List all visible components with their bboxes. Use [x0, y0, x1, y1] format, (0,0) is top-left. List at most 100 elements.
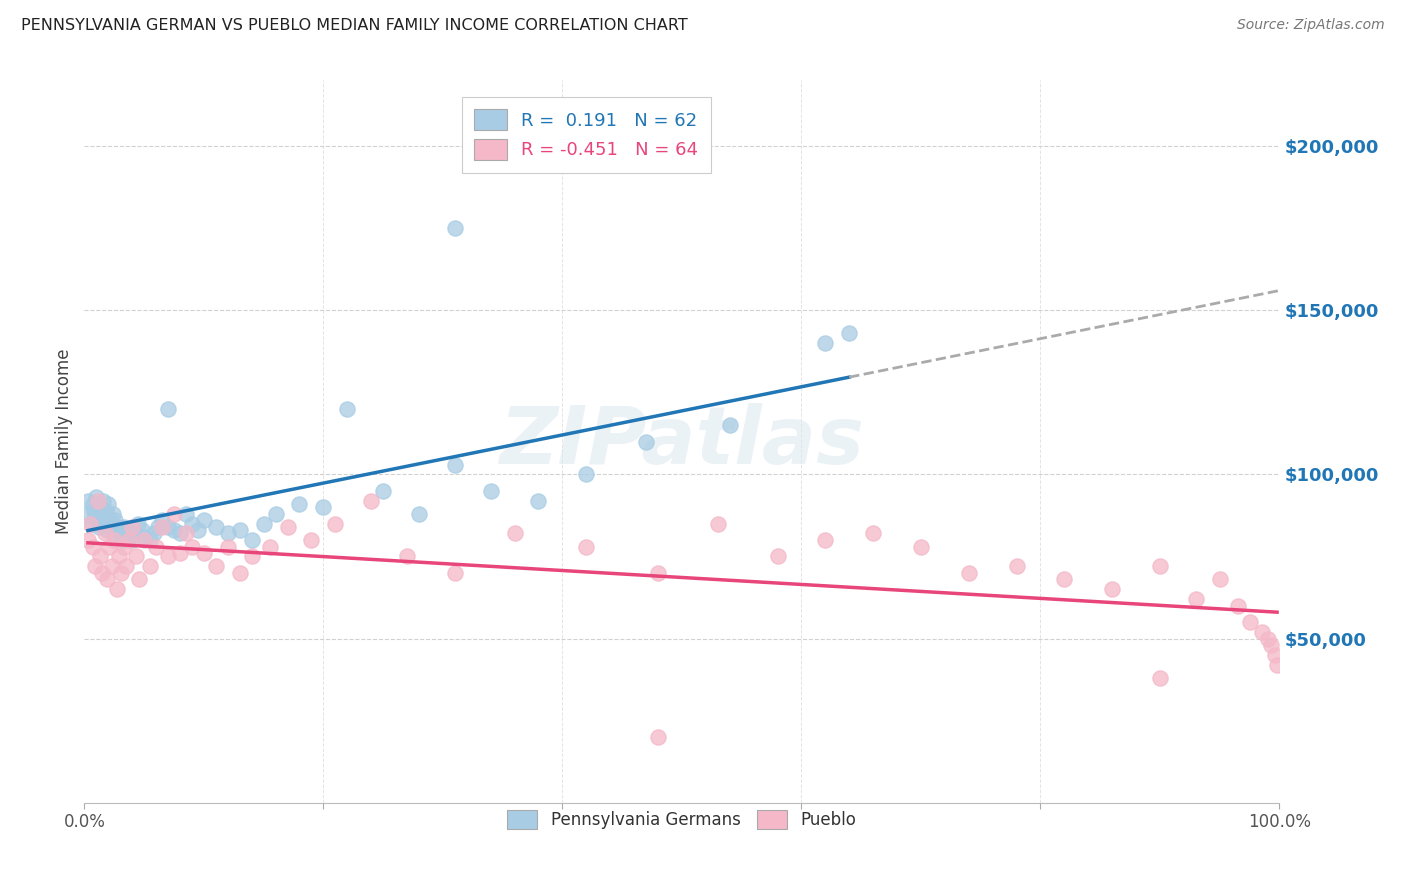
Point	[84, 559, 107, 574]
Point	[1053, 573, 1076, 587]
Legend: Pennsylvania Germans, Pueblo: Pennsylvania Germans, Pueblo	[499, 802, 865, 838]
Point	[336, 401, 359, 416]
Point	[217, 526, 239, 541]
Point	[1260, 638, 1282, 652]
Point	[157, 549, 180, 564]
Point	[1250, 625, 1272, 640]
Point	[229, 523, 252, 537]
Point	[1257, 632, 1279, 646]
Point	[84, 510, 107, 524]
Point	[575, 540, 598, 554]
Point	[1264, 648, 1286, 662]
Point	[86, 513, 108, 527]
Point	[373, 483, 395, 498]
Point	[205, 520, 228, 534]
Point	[766, 549, 789, 564]
Point	[93, 510, 115, 524]
Point	[89, 549, 111, 564]
Point	[169, 526, 191, 541]
Point	[91, 566, 114, 580]
Point	[444, 566, 467, 580]
Point	[814, 533, 837, 547]
Point	[115, 523, 138, 537]
Point	[636, 434, 658, 449]
Point	[131, 523, 153, 537]
Point	[479, 483, 502, 498]
Point	[240, 549, 263, 564]
Point	[647, 730, 669, 744]
Point	[98, 540, 121, 554]
Point	[110, 526, 132, 541]
Y-axis label: Median Family Income: Median Family Income	[55, 349, 73, 534]
Point	[79, 516, 101, 531]
Point	[181, 540, 204, 554]
Point	[1226, 599, 1249, 613]
Point	[111, 533, 134, 547]
Point	[80, 516, 103, 531]
Point	[148, 520, 170, 534]
Point	[145, 540, 167, 554]
Point	[110, 566, 132, 580]
Point	[77, 533, 100, 547]
Point	[575, 467, 598, 482]
Point	[217, 540, 239, 554]
Point	[100, 520, 122, 534]
Point	[1149, 559, 1171, 574]
Point	[124, 526, 146, 541]
Point	[396, 549, 419, 564]
Point	[96, 573, 118, 587]
Point	[139, 559, 162, 574]
Point	[814, 336, 837, 351]
Point	[957, 566, 980, 580]
Point	[187, 523, 209, 537]
Point	[121, 520, 143, 534]
Point	[163, 523, 186, 537]
Text: PENNSYLVANIA GERMAN VS PUEBLO MEDIAN FAMILY INCOME CORRELATION CHART: PENNSYLVANIA GERMAN VS PUEBLO MEDIAN FAM…	[21, 18, 688, 33]
Point	[264, 507, 287, 521]
Point	[503, 526, 526, 541]
Point	[112, 540, 135, 554]
Point	[79, 507, 101, 521]
Text: ZIPatlas: ZIPatlas	[499, 402, 865, 481]
Point	[259, 540, 281, 554]
Point	[103, 533, 125, 547]
Point	[104, 513, 127, 527]
Point	[707, 516, 730, 531]
Point	[90, 507, 112, 521]
Point	[301, 533, 323, 547]
Point	[288, 497, 311, 511]
Text: Source: ZipAtlas.com: Source: ZipAtlas.com	[1237, 18, 1385, 32]
Point	[89, 500, 111, 515]
Point	[101, 559, 124, 574]
Point	[94, 503, 117, 517]
Point	[174, 507, 197, 521]
Point	[229, 566, 252, 580]
Point	[1149, 671, 1171, 685]
Point	[205, 559, 228, 574]
Point	[125, 549, 148, 564]
Point	[128, 573, 150, 587]
Point	[838, 326, 860, 341]
Point	[718, 418, 741, 433]
Point	[408, 507, 430, 521]
Point	[82, 497, 104, 511]
Point	[127, 516, 149, 531]
Point	[444, 458, 467, 472]
Point	[277, 520, 299, 534]
Point	[101, 507, 124, 521]
Point	[647, 566, 669, 580]
Point	[121, 533, 143, 547]
Point	[91, 516, 114, 531]
Point	[1185, 592, 1208, 607]
Point	[87, 520, 110, 534]
Point	[139, 533, 162, 547]
Point	[117, 533, 139, 547]
Point	[240, 533, 263, 547]
Point	[527, 493, 550, 508]
Point	[910, 540, 932, 554]
Point	[112, 520, 135, 534]
Point	[1265, 657, 1288, 672]
Point	[360, 493, 382, 508]
Point	[157, 520, 180, 534]
Point	[312, 500, 335, 515]
